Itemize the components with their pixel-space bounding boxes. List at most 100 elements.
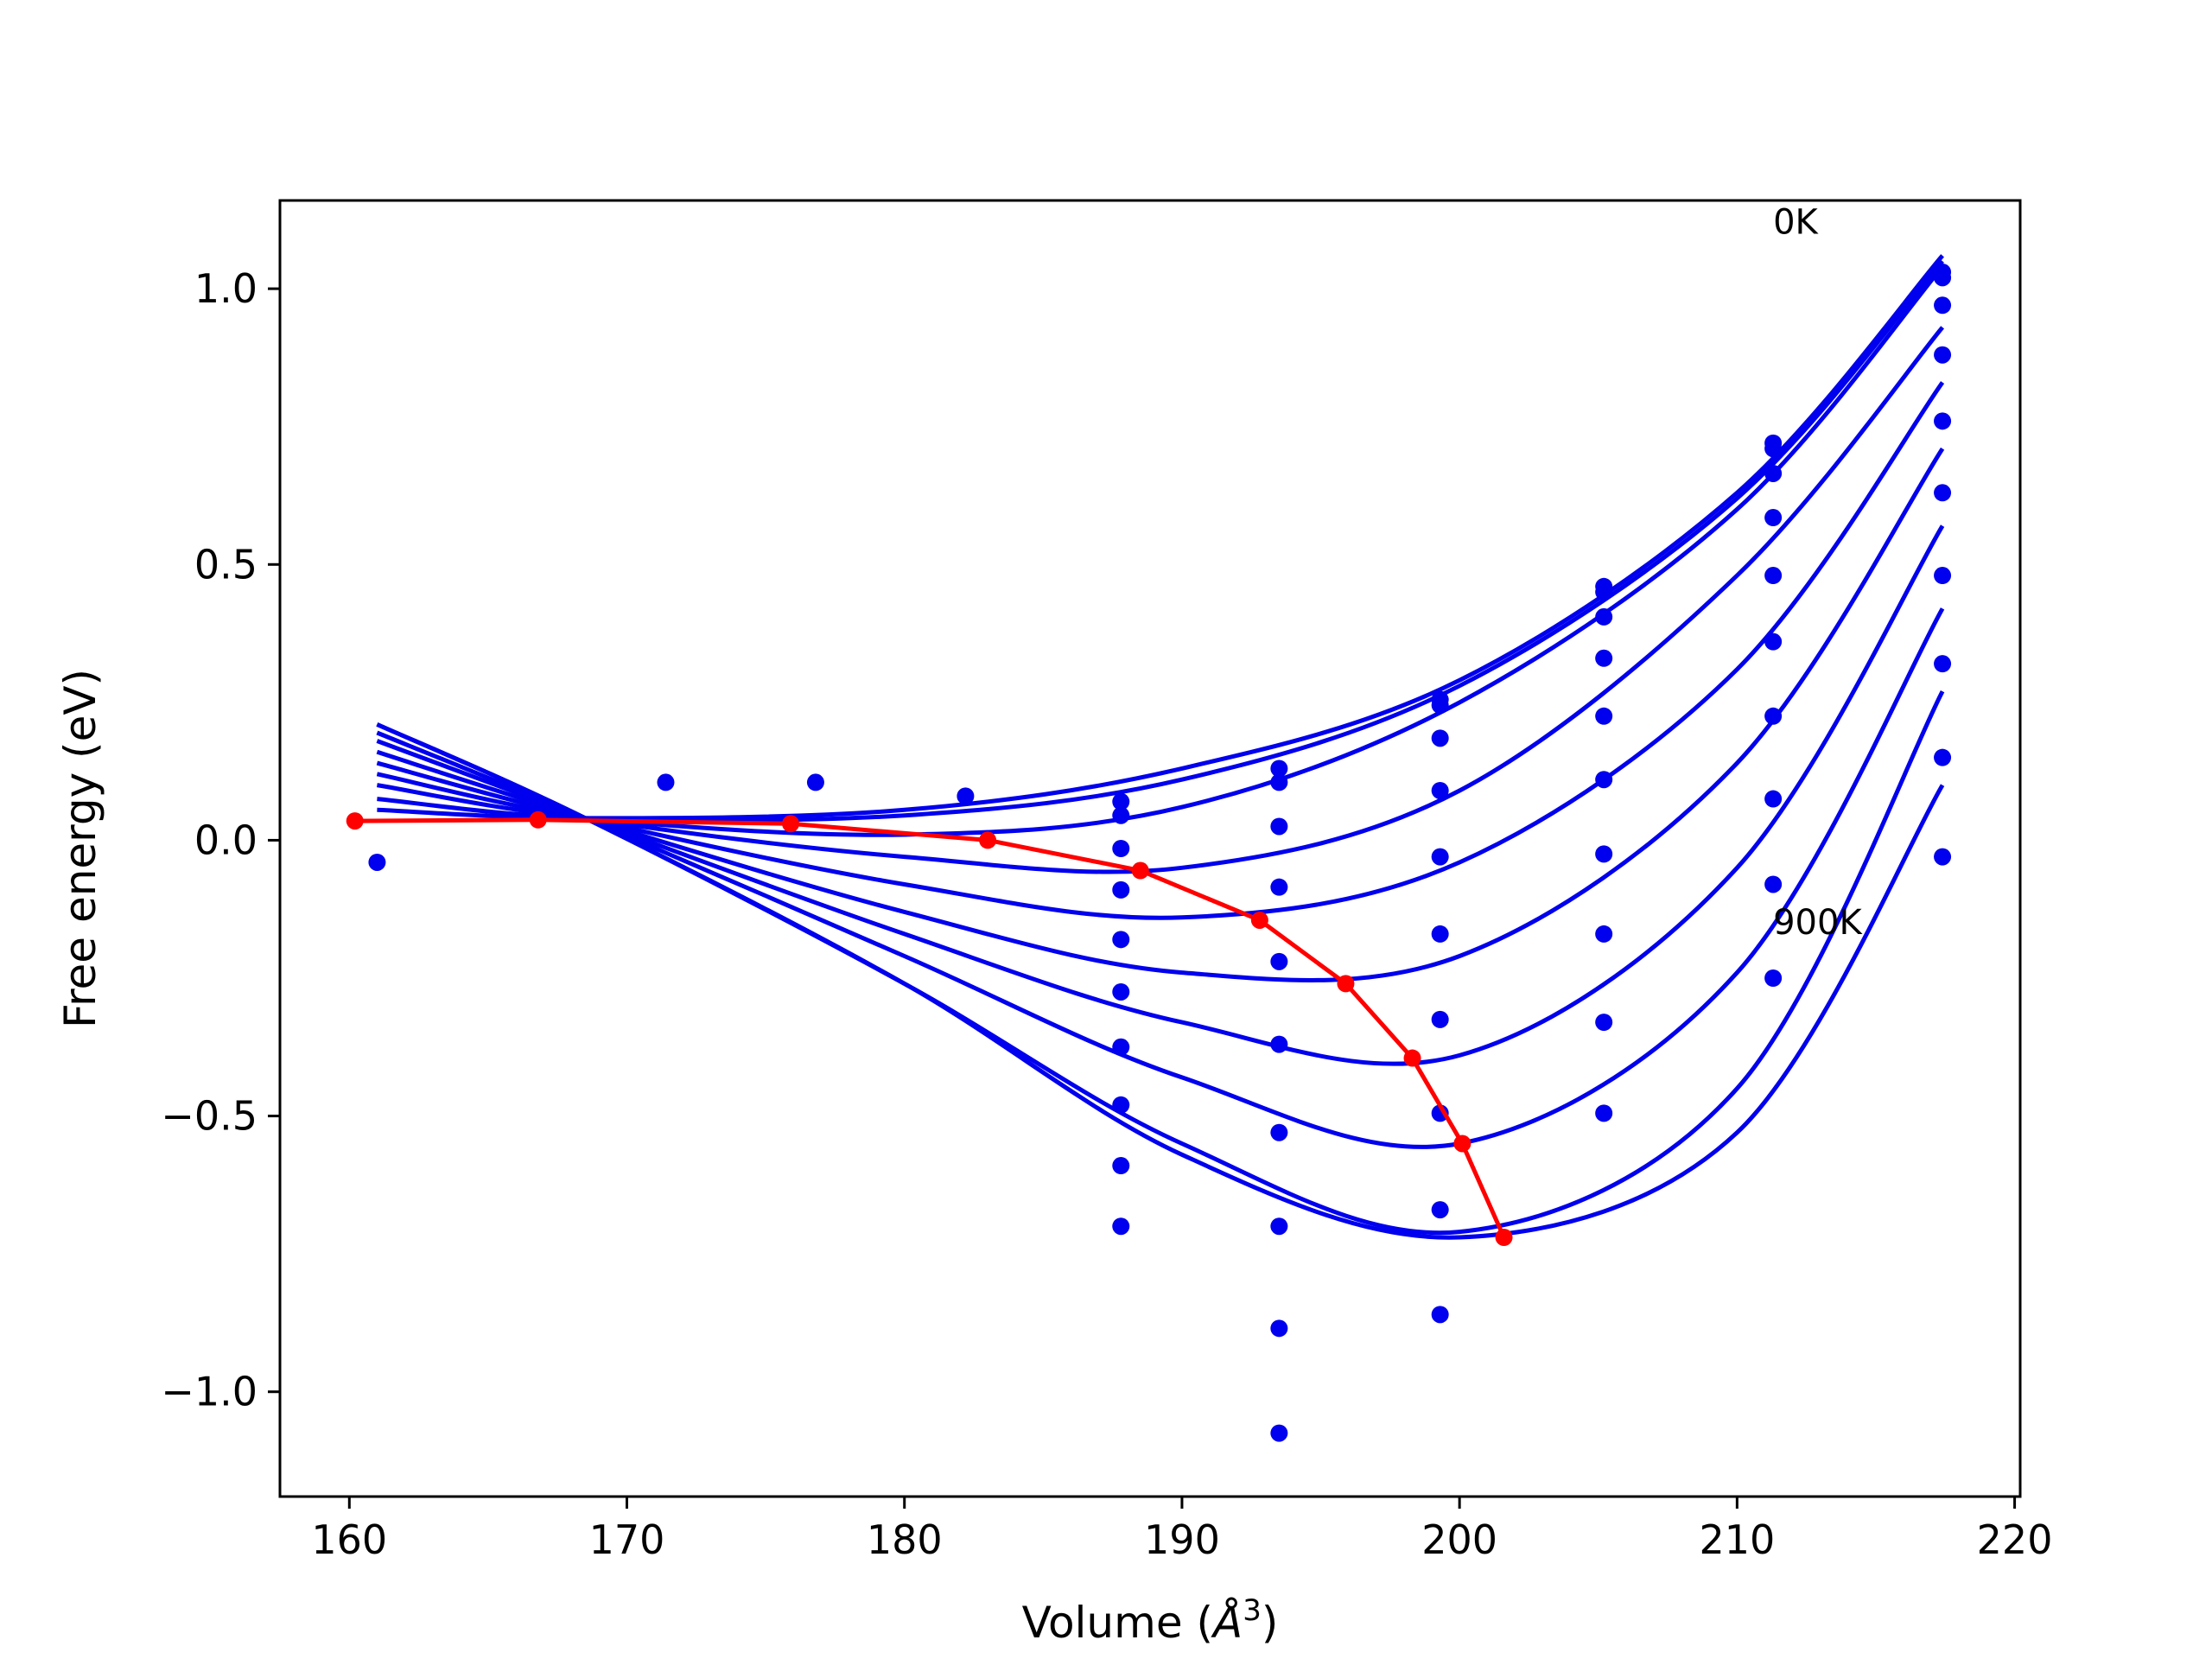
data-point <box>1112 982 1130 1001</box>
minimum-path-point <box>1453 1135 1471 1153</box>
x-tick-label: 210 <box>1699 1516 1775 1563</box>
minimum-path-line <box>354 817 1506 1239</box>
curve-annotations: 0K 900K <box>1773 202 1863 943</box>
data-point <box>1934 748 1952 766</box>
data-point <box>1270 952 1288 970</box>
data-point <box>1595 607 1613 626</box>
data-point <box>1270 1424 1288 1442</box>
y-tick-label: −0.5 <box>161 1093 257 1140</box>
x-axis-title-unit: Å <box>1211 1598 1243 1648</box>
temperature-annotation: 900K <box>1773 903 1863 943</box>
data-point <box>1431 781 1449 799</box>
data-point <box>1270 878 1288 896</box>
data-point <box>1764 464 1783 482</box>
y-tick-label: 0.5 <box>194 541 257 588</box>
data-point <box>1595 707 1613 725</box>
x-axis-ticks: 160 170 180 190 200 210 220 <box>311 1497 2052 1563</box>
x-axis-title: Volume (Å3) <box>1022 1593 1279 1648</box>
data-point <box>1595 771 1613 789</box>
data-point <box>657 773 675 791</box>
x-tick-label: 220 <box>1977 1516 2053 1563</box>
data-point <box>1764 567 1783 585</box>
minimum-path-point <box>529 810 547 829</box>
data-point <box>1112 1096 1130 1114</box>
data-point <box>1934 848 1952 866</box>
data-point <box>1764 707 1783 725</box>
minimum-path <box>346 810 1513 1246</box>
temperature-annotation: 0K <box>1773 202 1819 242</box>
minimum-path-point <box>1250 911 1268 929</box>
y-tick-label: −1.0 <box>161 1369 257 1415</box>
minimum-path-point <box>1131 861 1149 880</box>
data-point <box>1431 1306 1449 1324</box>
data-point <box>957 787 975 805</box>
minimum-path-point <box>346 812 364 830</box>
scatter-points <box>368 263 1952 1442</box>
data-point <box>1270 760 1288 778</box>
data-point <box>1270 1217 1288 1236</box>
data-point <box>1595 925 1613 943</box>
data-point <box>1764 969 1783 987</box>
data-point <box>1595 649 1613 667</box>
data-point <box>1764 440 1783 458</box>
data-point <box>1112 931 1130 949</box>
data-point <box>1431 1201 1449 1219</box>
data-point <box>806 773 824 791</box>
x-tick-label: 180 <box>867 1516 943 1563</box>
data-point <box>1934 655 1952 673</box>
x-tick-label: 200 <box>1421 1516 1497 1563</box>
data-point <box>1112 880 1130 899</box>
data-point <box>1270 1319 1288 1338</box>
plot-frame <box>278 199 2022 1498</box>
data-point <box>1270 1035 1288 1053</box>
data-point <box>1595 583 1613 601</box>
x-axis-title-text: Volume ( <box>1022 1598 1213 1648</box>
data-point <box>1431 925 1449 943</box>
data-point <box>1764 875 1783 893</box>
fit-curve-900K <box>376 722 1945 1240</box>
y-axis-ticks: 1.0 0.5 0.0 −0.5 −1.0 <box>161 265 280 1415</box>
minimum-path-point <box>979 831 997 849</box>
data-point <box>1112 806 1130 824</box>
data-point <box>1595 1014 1613 1032</box>
data-point <box>1112 840 1130 857</box>
x-tick-label: 170 <box>589 1516 665 1563</box>
data-point <box>1112 1157 1130 1175</box>
data-point <box>1764 790 1783 808</box>
data-point <box>1764 509 1783 527</box>
data-point <box>368 853 386 871</box>
minimum-path-point <box>1403 1049 1421 1067</box>
x-tick-label: 190 <box>1144 1516 1220 1563</box>
data-point <box>1934 346 1952 364</box>
data-point <box>1431 1010 1449 1028</box>
data-point <box>1431 729 1449 747</box>
fit-curve-400K <box>376 381 1945 920</box>
minimum-path-point <box>782 815 800 833</box>
data-point <box>1934 412 1952 430</box>
y-axis-title: Free energy (eV) <box>55 669 105 1028</box>
x-axis-title-exponent: 3 <box>1243 1593 1262 1628</box>
data-point <box>1431 696 1449 715</box>
y-tick-label: 1.0 <box>194 265 257 312</box>
data-point <box>1431 848 1449 866</box>
data-point <box>1764 632 1783 651</box>
x-axis-title-close: ) <box>1262 1598 1279 1648</box>
data-point <box>1270 817 1288 836</box>
minimum-path-point <box>1337 975 1355 993</box>
data-point <box>1112 1038 1130 1056</box>
data-point <box>1112 792 1130 810</box>
minimum-path-point <box>1495 1229 1513 1246</box>
data-point <box>1270 1123 1288 1141</box>
data-point <box>1112 1217 1130 1236</box>
data-point <box>1934 296 1952 315</box>
data-point <box>1934 484 1952 502</box>
data-point <box>1934 567 1952 585</box>
x-tick-label: 160 <box>311 1516 387 1563</box>
data-point <box>1595 845 1613 863</box>
data-point <box>1595 1104 1613 1122</box>
data-point <box>1270 773 1288 791</box>
y-tick-label: 0.0 <box>194 817 257 863</box>
data-point <box>1934 269 1952 287</box>
